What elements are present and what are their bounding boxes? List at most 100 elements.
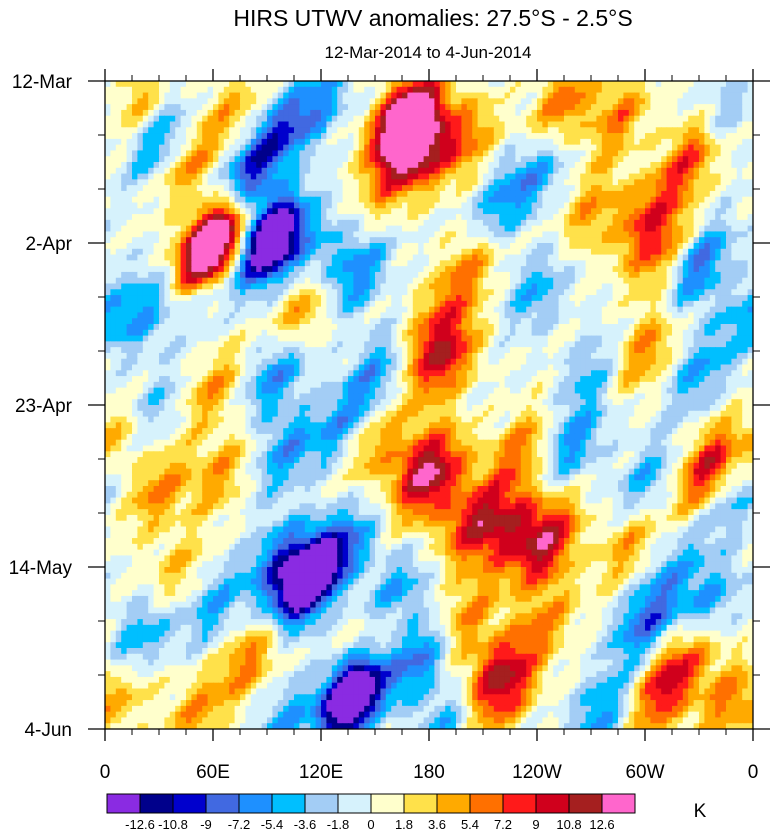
field-cell	[645, 312, 651, 319]
field-cell	[277, 86, 284, 94]
field-cell	[445, 202, 452, 209]
field-cell	[267, 306, 273, 314]
field-cell	[531, 306, 538, 314]
field-cell	[159, 260, 165, 267]
field-cell	[234, 312, 241, 319]
field-cell	[375, 104, 381, 111]
field-cell	[315, 237, 322, 244]
field-cell	[493, 92, 500, 99]
field-cell	[472, 156, 479, 163]
field-cell	[623, 283, 630, 290]
field-cell	[693, 179, 700, 186]
field-cell	[645, 115, 651, 123]
field-cell	[601, 98, 608, 105]
field-cell	[429, 167, 435, 175]
field-cell	[375, 127, 381, 134]
field-cell	[531, 214, 538, 221]
field-cell	[202, 173, 209, 180]
field-cell	[672, 243, 678, 250]
field-cell	[105, 254, 111, 261]
field-cell	[234, 248, 241, 256]
field-cell	[720, 162, 727, 169]
field-cell	[585, 109, 592, 117]
field-cell	[639, 283, 646, 290]
field-cell	[186, 283, 192, 290]
field-cell	[283, 86, 290, 94]
field-cell	[358, 237, 365, 244]
field-cell	[202, 179, 209, 186]
field-cell	[510, 225, 516, 233]
field-cell	[726, 92, 732, 99]
field-cell	[591, 266, 597, 273]
field-cell	[191, 312, 198, 319]
field-cell	[126, 237, 133, 244]
field-cell	[283, 306, 290, 314]
field-cell	[385, 86, 392, 94]
field-cell	[218, 283, 225, 290]
field-cell	[304, 190, 311, 198]
field-cell	[736, 295, 743, 302]
field-cell	[720, 144, 727, 152]
field-cell	[672, 289, 678, 296]
field-cell	[186, 115, 192, 123]
field-cell	[623, 254, 630, 261]
field-cell	[396, 260, 403, 267]
field-cell	[623, 167, 630, 175]
field-cell	[331, 86, 338, 94]
field-cell	[623, 185, 630, 192]
field-cell	[375, 98, 381, 105]
field-cell	[353, 225, 360, 233]
field-cell	[137, 98, 144, 105]
field-cell	[488, 98, 495, 105]
field-cell	[520, 185, 527, 192]
field-cell	[342, 318, 349, 325]
field-cell	[704, 138, 711, 146]
field-cell	[704, 266, 711, 273]
field-cell	[709, 173, 716, 180]
field-cell	[709, 219, 716, 227]
field-cell	[132, 237, 138, 244]
field-cell	[418, 144, 425, 152]
field-cell	[672, 248, 678, 256]
field-cell	[466, 179, 473, 186]
field-cell	[688, 254, 695, 261]
field-cell	[596, 121, 603, 128]
field-cell	[693, 225, 700, 233]
field-cell	[283, 98, 290, 105]
field-cell	[159, 81, 165, 88]
field-cell	[445, 306, 452, 314]
field-cell	[655, 225, 662, 233]
field-cell	[223, 162, 230, 169]
field-cell	[153, 237, 160, 244]
field-cell	[569, 190, 576, 198]
field-cell	[402, 254, 408, 261]
field-cell	[661, 185, 668, 192]
field-cell	[288, 81, 295, 88]
field-cell	[191, 243, 198, 250]
field-cell	[223, 202, 230, 209]
field-cell	[423, 277, 430, 285]
field-cell	[666, 306, 673, 314]
field-cell	[693, 271, 700, 279]
field-cell	[672, 266, 678, 273]
field-cell	[164, 271, 171, 279]
field-cell	[261, 92, 268, 99]
field-cell	[510, 133, 516, 140]
field-cell	[315, 150, 322, 157]
field-cell	[515, 243, 522, 250]
field-cell	[434, 202, 441, 209]
field-cell	[526, 98, 533, 105]
field-cell	[456, 312, 462, 319]
field-cell	[272, 318, 279, 325]
field-cell	[186, 167, 192, 175]
field-cell	[142, 86, 149, 94]
field-cell	[607, 283, 614, 290]
field-cell	[288, 271, 295, 279]
field-cell	[342, 127, 349, 134]
field-cell	[385, 127, 392, 134]
field-cell	[477, 312, 484, 319]
field-cell	[423, 179, 430, 186]
field-cell	[229, 173, 236, 180]
field-cell	[294, 295, 300, 302]
field-cell	[304, 225, 311, 233]
